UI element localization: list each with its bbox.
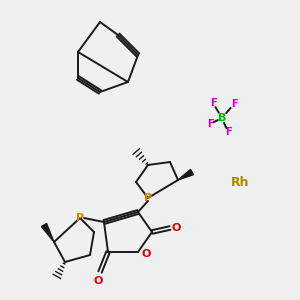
Text: F: F	[225, 127, 231, 137]
Text: F: F	[210, 98, 216, 108]
Text: O: O	[93, 276, 103, 286]
Text: F: F	[207, 119, 213, 129]
Polygon shape	[41, 224, 54, 242]
Text: Rh: Rh	[231, 176, 249, 188]
Text: F: F	[231, 99, 237, 109]
Text: B: B	[218, 113, 226, 123]
Text: P: P	[144, 193, 152, 203]
Polygon shape	[178, 169, 194, 180]
Text: P: P	[76, 213, 84, 223]
Text: O: O	[141, 249, 151, 259]
Text: O: O	[171, 223, 181, 233]
